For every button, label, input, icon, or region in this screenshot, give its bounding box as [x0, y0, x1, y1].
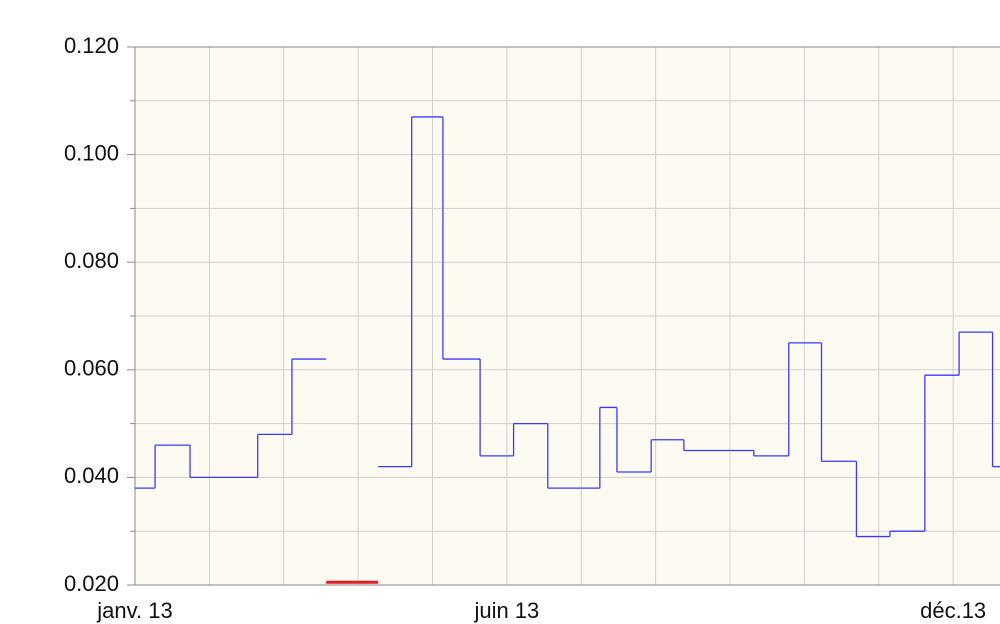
x-tick-label: janv. 13 [96, 598, 172, 623]
x-tick-label: déc.13 [920, 598, 986, 623]
y-tick-label: 0.080 [64, 248, 119, 273]
x-tick-label: juin 13 [473, 598, 539, 623]
y-tick-label: 0.060 [64, 356, 119, 381]
y-tick-label: 0.100 [64, 140, 119, 165]
y-tick-label: 0.120 [64, 33, 119, 58]
y-tick-label: 0.040 [64, 463, 119, 488]
y-tick-label: 0.020 [64, 571, 119, 596]
